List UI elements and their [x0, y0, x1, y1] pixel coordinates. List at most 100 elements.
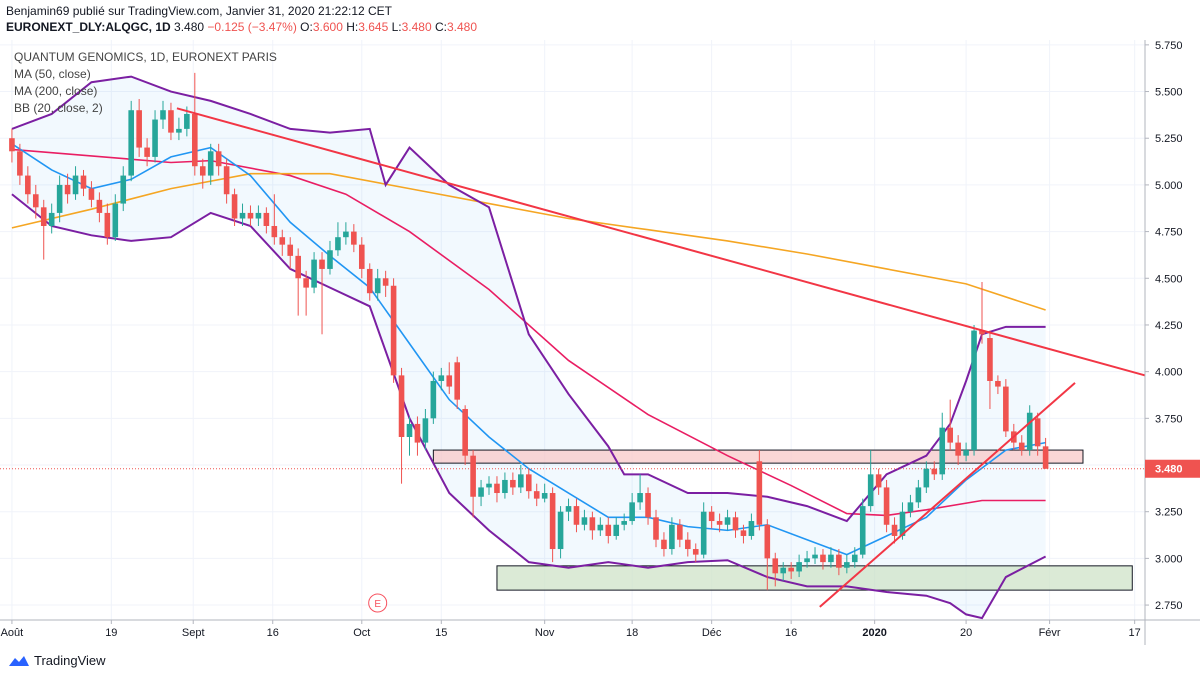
candle-body: [478, 487, 484, 497]
candle-body: [104, 212, 111, 238]
header: Benjamin69 publié sur TradingView.com, J…: [6, 3, 477, 35]
candle-body: [398, 375, 405, 437]
candle-body: [438, 375, 445, 381]
candle-body: [629, 502, 635, 522]
footer: TradingView: [8, 653, 106, 668]
legend-entry: QUANTUM GENOMICS, 1D, EURONEXT PARIS: [14, 50, 277, 64]
x-tick-label: Oct: [353, 627, 370, 639]
candle-body: [9, 138, 15, 152]
candle-body: [303, 278, 309, 288]
y-tick-label: 2.750: [1155, 600, 1183, 612]
candle-body: [907, 502, 914, 512]
candle-body: [851, 554, 858, 563]
indicator-line: [11, 148, 1046, 517]
x-tick-label: 2020: [862, 627, 886, 639]
candle-body: [1042, 446, 1049, 469]
candle-body: [939, 427, 946, 475]
candle-body: [239, 212, 246, 219]
candle-body: [1018, 442, 1025, 451]
candle-body: [867, 474, 874, 507]
candle-body: [295, 255, 301, 279]
plot-bg: [0, 40, 1145, 620]
candle-body: [32, 194, 39, 208]
candle-body: [637, 493, 643, 503]
candle-body: [525, 474, 532, 492]
candle-body: [812, 554, 818, 559]
y-tick-label: 3.000: [1155, 553, 1183, 565]
y-tick-label: 4.250: [1155, 320, 1183, 332]
candle-body: [645, 493, 651, 518]
y-tick-label: 4.000: [1155, 367, 1183, 379]
ohlc-value: 3.480: [401, 20, 432, 34]
y-tick-label: 3.250: [1155, 507, 1183, 519]
candle-body: [804, 558, 810, 563]
candle-body: [374, 278, 381, 294]
candle-body: [510, 479, 516, 488]
candle-body: [788, 567, 794, 572]
candle-body: [319, 259, 325, 269]
candle-body: [502, 479, 508, 494]
plot: [0, 72, 1145, 620]
change: −0.125 (−3.47%): [207, 20, 297, 34]
candle-body: [17, 151, 23, 176]
candle-body: [335, 237, 341, 251]
x-tick-label: 16: [267, 627, 279, 639]
ohlc-label: O:: [300, 20, 313, 34]
candle-body: [48, 212, 55, 226]
candle-body: [923, 468, 930, 488]
candle-body: [533, 491, 540, 499]
trendline: [819, 382, 1076, 608]
axes: 2.7503.0003.2503.5003.7504.0004.2504.500…: [1, 40, 1200, 639]
candle-body: [112, 203, 119, 238]
candle-body: [684, 539, 691, 550]
candle-body: [692, 549, 699, 555]
y-tick-label: 5.000: [1155, 180, 1183, 192]
candle-body: [263, 212, 270, 226]
candle-body: [820, 554, 826, 563]
x-tick-label: Août: [1, 627, 24, 639]
legend-entry: MA (200, close): [14, 84, 97, 98]
candle-body: [358, 244, 365, 269]
candle-body: [160, 110, 166, 120]
candle-body: [541, 493, 548, 499]
candle-body: [430, 380, 437, 419]
candle-body: [549, 493, 556, 550]
candle-body: [215, 151, 222, 167]
candle-body: [72, 175, 79, 195]
candle-body: [859, 506, 866, 555]
candle-body: [1003, 386, 1009, 432]
ohlc-label: C:: [434, 20, 447, 34]
ohlc-value: 3.600: [312, 20, 343, 34]
candle-body: [494, 483, 500, 494]
ohlc-label: H:: [346, 20, 359, 34]
candle-body: [756, 461, 763, 525]
x-tick-label: Févr: [1039, 627, 1061, 639]
candle-body: [80, 175, 87, 189]
x-tick-label: Nov: [535, 627, 555, 639]
last: 3.480: [174, 20, 205, 34]
candle-body: [382, 278, 389, 286]
candle-body: [724, 517, 731, 525]
x-tick-label: 19: [105, 627, 117, 639]
legend-entry: BB (20, close, 2): [14, 101, 103, 115]
symbol: EURONEXT_DLY:ALQGC, 1D: [6, 20, 171, 34]
earnings-label: E: [374, 599, 381, 610]
candle-body: [700, 511, 707, 555]
indicator-line: [11, 193, 1047, 620]
candle-body: [88, 188, 95, 200]
logo: [9, 655, 29, 666]
candle-body: [422, 418, 429, 443]
candle-body: [947, 427, 953, 443]
candle-body: [192, 113, 198, 167]
candle-body: [1034, 418, 1041, 447]
candle-body: [64, 184, 71, 195]
candle-body: [661, 539, 667, 550]
candle-body: [271, 225, 278, 238]
candle-body: [25, 175, 31, 195]
symbol-line: EURONEXT_DLY:ALQGC, 1D 3.480 −0.125 (−3.…: [6, 19, 477, 35]
trendline: [176, 107, 1145, 377]
candle-body: [311, 259, 317, 288]
candle-body: [287, 244, 294, 256]
candle-body: [454, 362, 461, 400]
